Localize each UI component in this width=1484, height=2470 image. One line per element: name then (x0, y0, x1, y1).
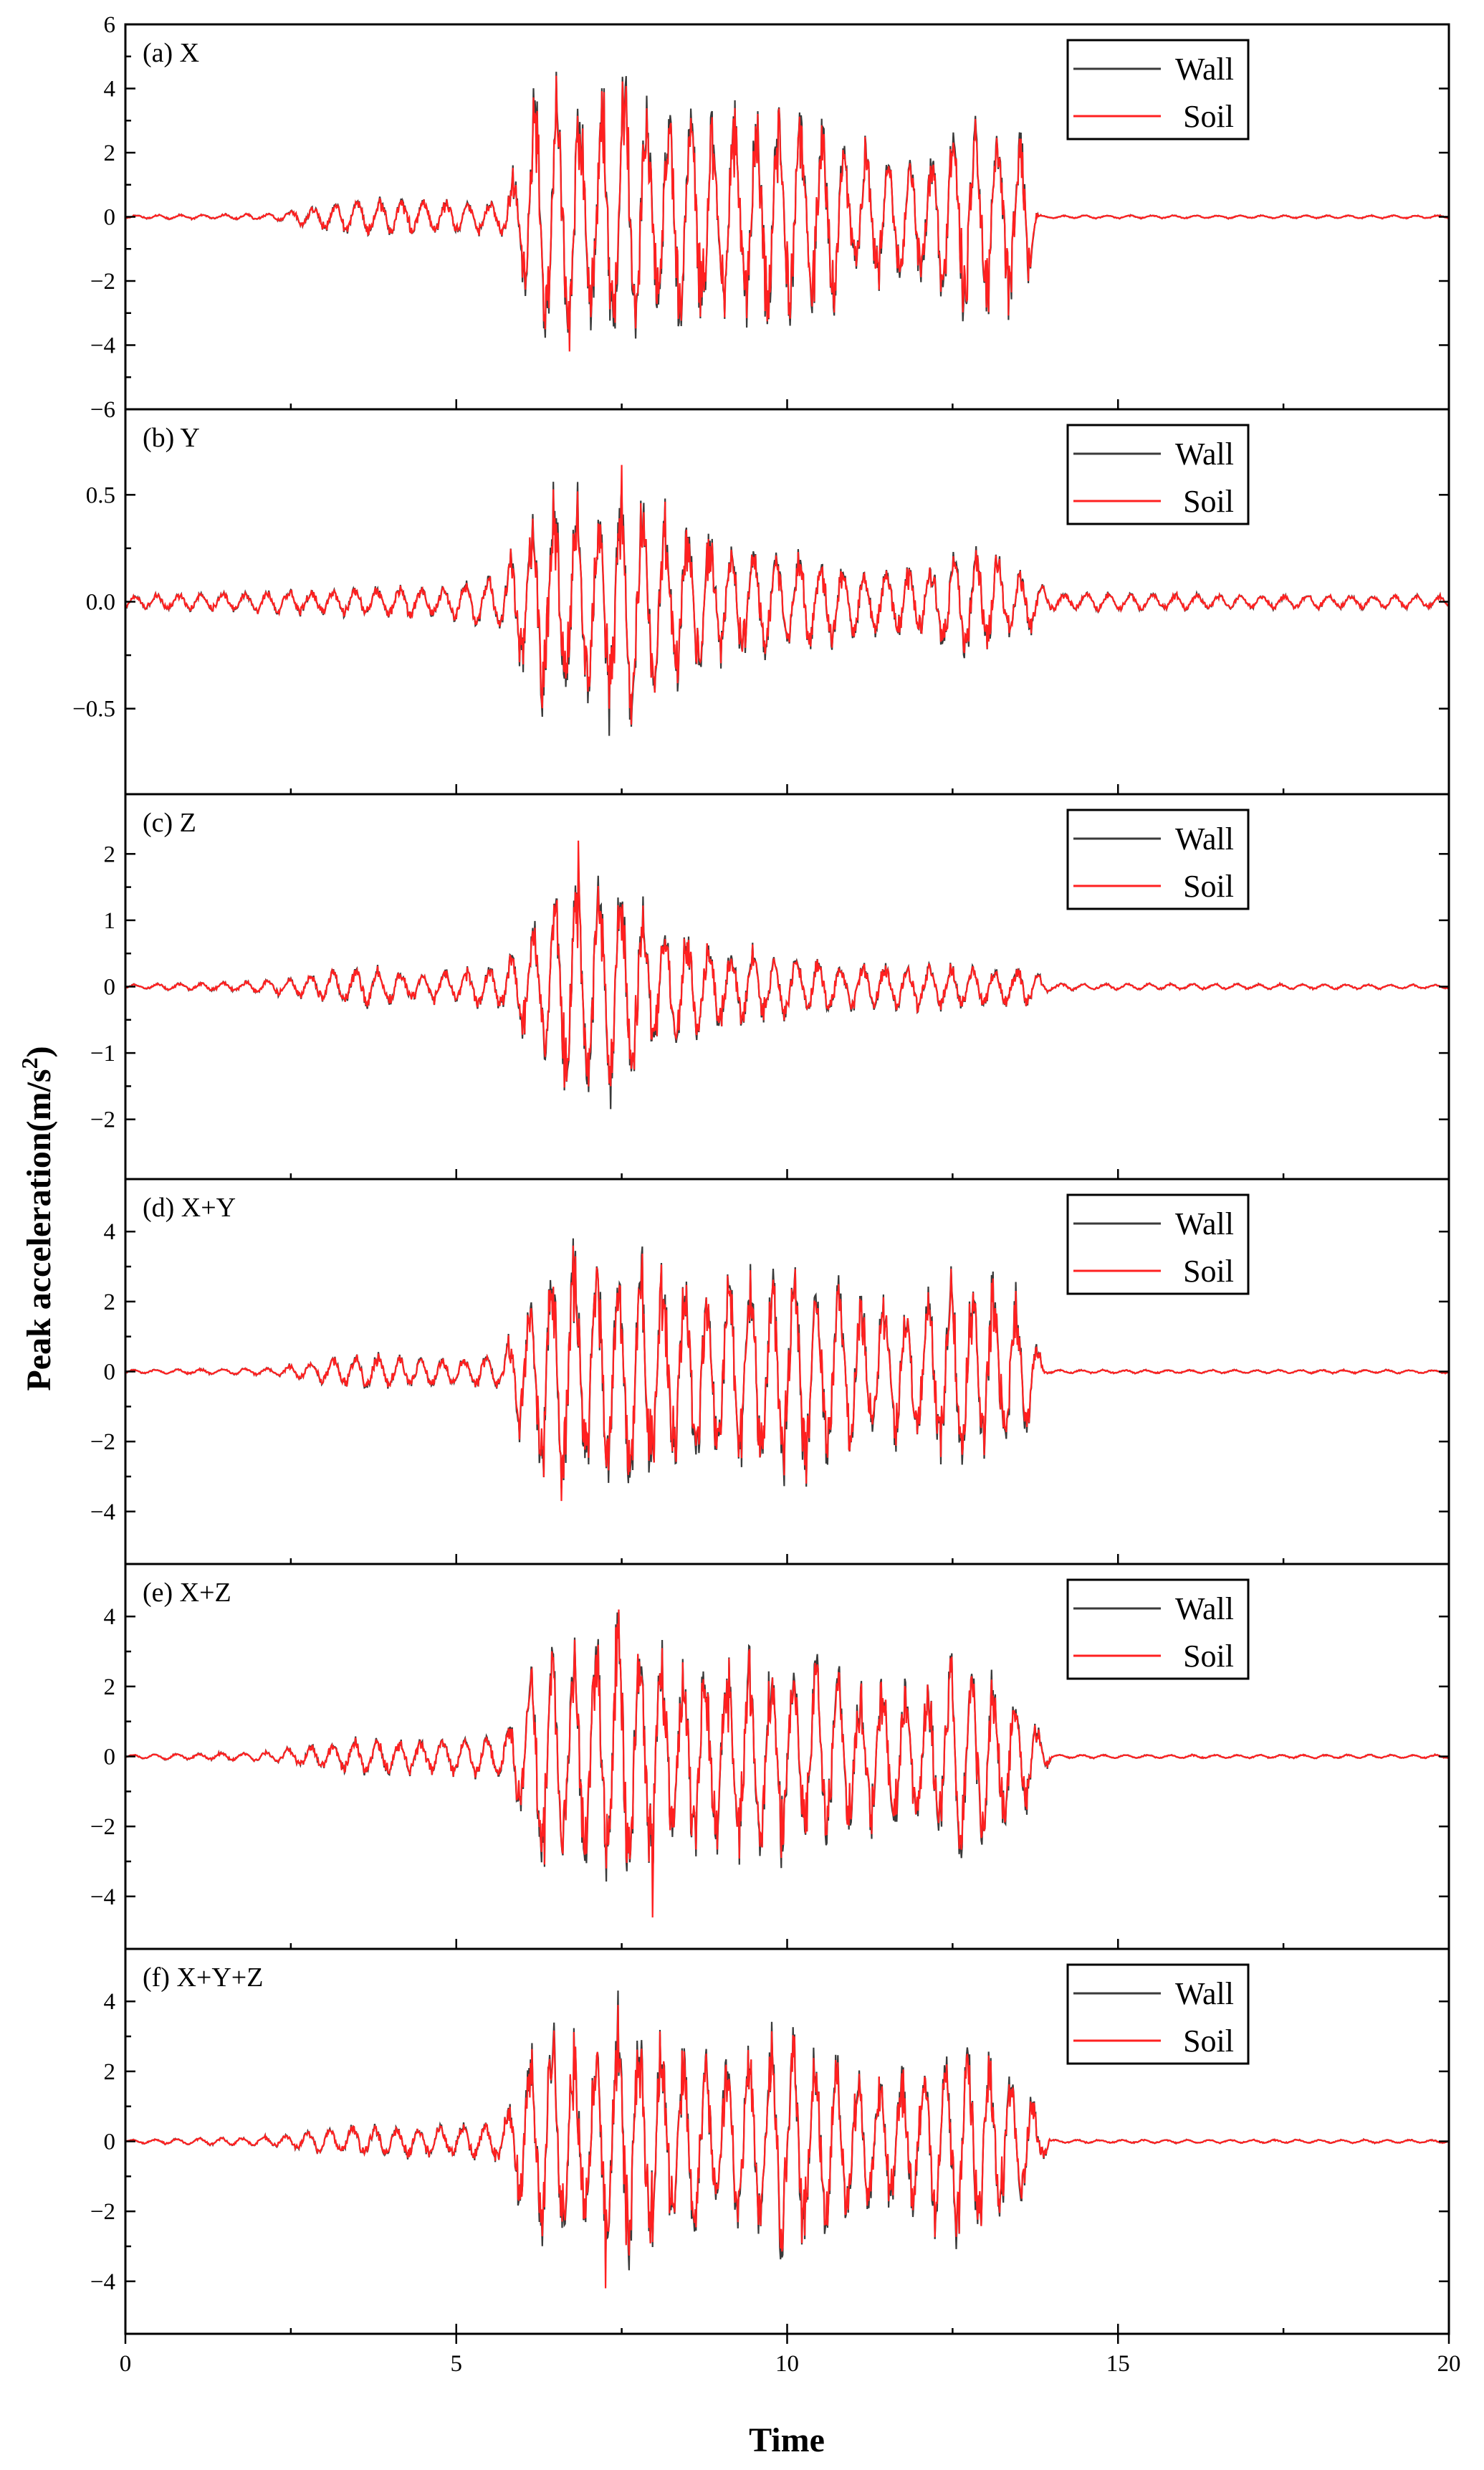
series-wall-line (125, 1238, 1450, 1489)
y-tick-label: −2 (90, 2199, 115, 2225)
legend-box (1066, 1578, 1250, 1680)
x-axis: 0 5 10 15 20 (120, 2334, 1461, 2377)
y-tick-label: −2 (90, 1107, 115, 1133)
legend-box (1066, 809, 1250, 910)
panel-label: (c) Z (143, 808, 196, 838)
series-soil-line (125, 1609, 1450, 1918)
legend: Wall Soil (1066, 39, 1250, 140)
y-tick-label: 0 (104, 2130, 116, 2155)
y-tick-label: −4 (90, 1884, 115, 1910)
series-wall-line (125, 1990, 1450, 2271)
legend-label-soil: Soil (1183, 2023, 1234, 2059)
series-soil-line (125, 1245, 1450, 1502)
y-tick-label: 0 (104, 1360, 116, 1386)
y-tick-label: 4 (104, 1989, 116, 2015)
panel-frame (124, 408, 1450, 796)
x-tick-label: 5 (451, 2351, 463, 2377)
y-tick-label: 2 (104, 2059, 116, 2085)
x-tick-label: 15 (1106, 2351, 1130, 2377)
y-tick-label: 2 (104, 1674, 116, 1700)
y-tick-label: −1 (90, 1041, 115, 1067)
panel-d: 4 2 0 −2 −4 (d) X+Y Wall Soil (90, 1178, 1450, 1565)
y-tick-label: 1 (104, 908, 116, 934)
y-tick-label: 0.0 (86, 590, 115, 616)
x-tick-label: 10 (775, 2351, 799, 2377)
y-tick-label: −4 (90, 1499, 115, 1525)
y-tick-label: 0.5 (86, 482, 115, 508)
legend-label-soil: Soil (1183, 99, 1234, 134)
panel-label: (d) X+Y (143, 1193, 236, 1223)
legend-label-wall: Wall (1175, 1591, 1234, 1626)
x-axis-title: Time (749, 2421, 825, 2459)
y-axis-title: Peak acceleration(m/s2) (16, 1046, 58, 1391)
x-tick-label: 0 (120, 2351, 132, 2377)
y-tick-label: 4 (104, 1604, 116, 1630)
series-soil-line (125, 75, 1450, 352)
x-tick-label: 20 (1437, 2351, 1461, 2377)
series-soil-line (125, 840, 1450, 1088)
panel-c: 2 1 0 −1 −2 (c) Z Wall Soil (90, 793, 1450, 1181)
y-tick-label: −2 (90, 269, 115, 295)
legend-box (1066, 1963, 1250, 2065)
y-tick-label: 0 (104, 205, 116, 231)
y-tick-label: 2 (104, 140, 116, 166)
panels: 6 4 2 0 −2 −4 −6 (a) X Wall Soil 0.5 0.0 −0.5 (b) Y Wa… (72, 12, 1450, 2335)
panel-label: (a) X (143, 38, 199, 68)
y-tick-label: 0 (104, 975, 116, 1001)
series-wall-line (125, 862, 1450, 1110)
legend-box (1066, 424, 1250, 525)
legend-label-wall: Wall (1175, 52, 1234, 87)
legend-label-soil: Soil (1183, 1639, 1234, 1674)
y-tick-label: −4 (90, 2269, 115, 2295)
legend-label-soil: Soil (1183, 1254, 1234, 1289)
panel-e: 4 2 0 −2 −4 (e) X+Z Wall Soil (90, 1563, 1450, 1950)
legend: Wall Soil (1066, 1963, 1250, 2065)
legend-label-wall: Wall (1175, 437, 1234, 472)
legend-label-wall: Wall (1175, 1976, 1234, 2011)
y-tick-label: 4 (104, 1219, 116, 1245)
legend: Wall Soil (1066, 424, 1250, 525)
legend-label-wall: Wall (1175, 821, 1234, 857)
y-tick-label: 2 (104, 841, 116, 867)
panel-label: (f) X+Y+Z (143, 1963, 263, 1993)
panel-a: 6 4 2 0 −2 −4 −6 (a) X Wall Soil (90, 12, 1450, 423)
legend: Wall Soil (1066, 809, 1250, 910)
y-tick-label: 0 (104, 1745, 116, 1770)
y-tick-label: 4 (104, 77, 116, 102)
series-wall-line (125, 1611, 1450, 1882)
panel-label: (e) X+Z (143, 1578, 231, 1608)
series-soil-line (124, 464, 1450, 725)
legend-box (1066, 39, 1250, 140)
series-wall-line (125, 72, 1450, 340)
y-tick-label: −6 (90, 397, 115, 423)
panel-label: (b) Y (143, 423, 200, 453)
y-tick-label: −4 (90, 333, 115, 359)
y-tick-label: 6 (104, 12, 116, 38)
legend-box (1066, 1193, 1250, 1295)
legend: Wall Soil (1066, 1578, 1250, 1680)
y-tick-label: 2 (104, 1289, 116, 1315)
panel-b: 0.5 0.0 −0.5 (b) Y Wall Soil (72, 408, 1450, 796)
series-soil-line (125, 2005, 1450, 2289)
legend-label-soil: Soil (1183, 869, 1234, 904)
legend-label-wall: Wall (1175, 1206, 1234, 1241)
legend-label-soil: Soil (1183, 484, 1234, 519)
legend: Wall Soil (1066, 1193, 1250, 1295)
y-tick-label: −2 (90, 1814, 115, 1840)
panel-f: 4 2 0 −2 −4 (f) X+Y+Z Wall Soil (90, 1947, 1450, 2335)
y-tick-label: −2 (90, 1429, 115, 1455)
y-tick-label: −0.5 (72, 697, 115, 723)
